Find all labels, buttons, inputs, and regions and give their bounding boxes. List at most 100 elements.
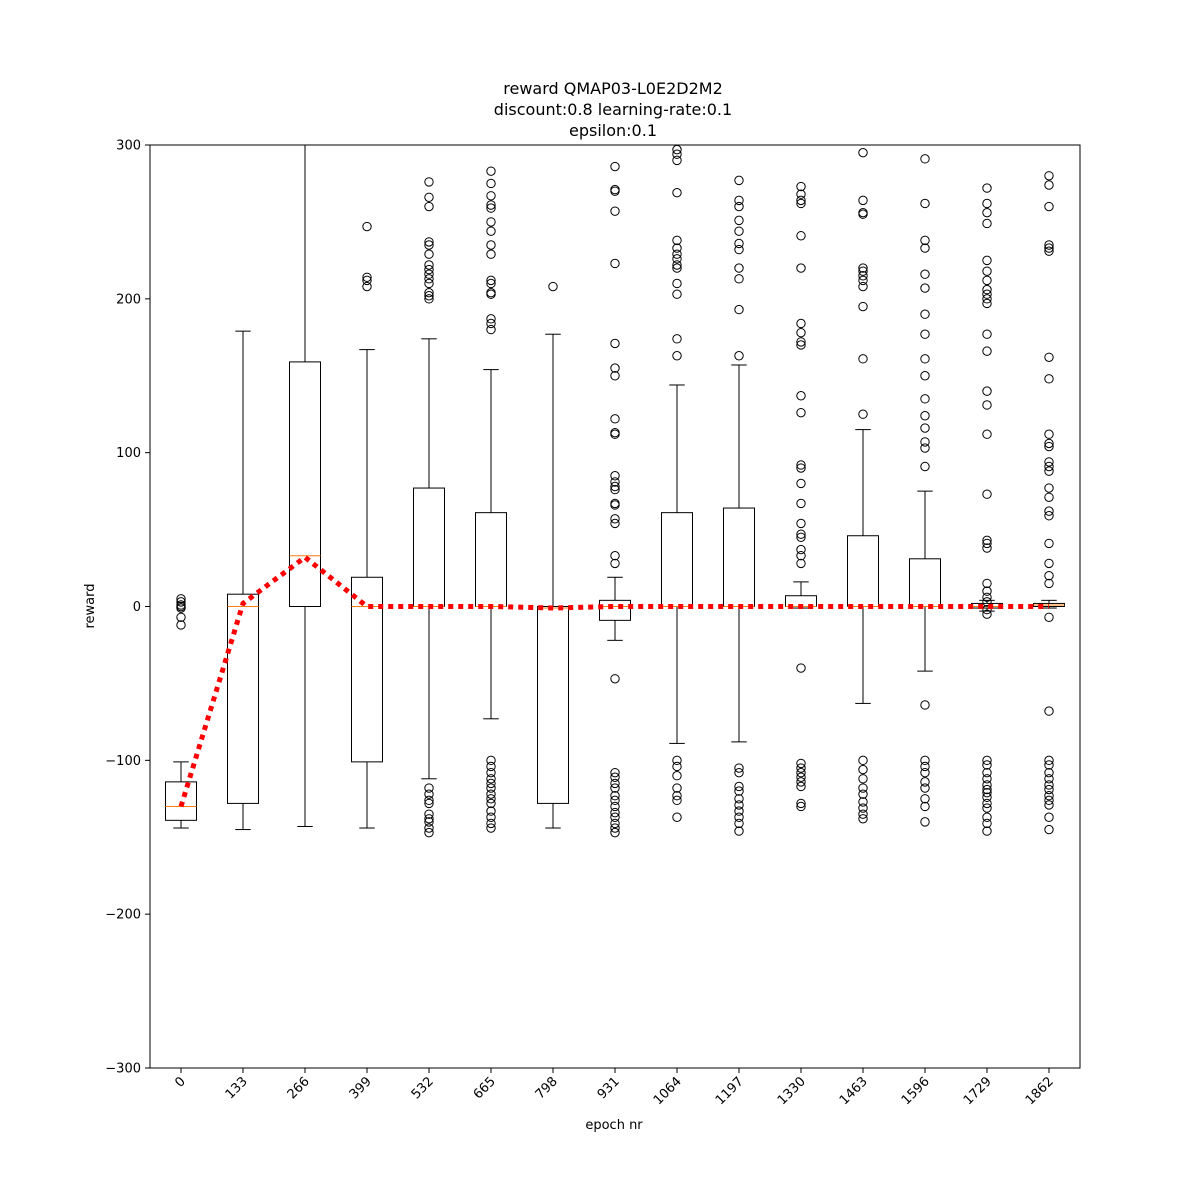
outlier-point bbox=[982, 784, 992, 795]
outlier-point bbox=[796, 529, 806, 539]
box-group bbox=[599, 161, 631, 838]
outlier-point bbox=[920, 309, 930, 319]
outlier-point bbox=[486, 166, 496, 176]
outlier-point bbox=[858, 281, 868, 292]
outlier-point bbox=[734, 201, 744, 212]
box-group bbox=[413, 177, 445, 838]
box-group bbox=[351, 221, 383, 829]
outlier-point bbox=[796, 767, 806, 778]
y-tick-label: 100 bbox=[116, 446, 141, 461]
outlier-point bbox=[858, 797, 868, 807]
outlier-point bbox=[796, 231, 806, 241]
outlier-point bbox=[858, 809, 868, 819]
outlier-point bbox=[796, 801, 806, 812]
outlier-point bbox=[486, 823, 496, 833]
outlier-point bbox=[982, 760, 992, 770]
outlier-point bbox=[1044, 438, 1054, 449]
outlier-point bbox=[796, 518, 806, 529]
outlier-point bbox=[858, 755, 868, 766]
outlier-point bbox=[424, 240, 434, 250]
chart-title-line-2: discount:0.8 learning-rate:0.1 bbox=[494, 100, 732, 119]
outlier-point bbox=[610, 484, 620, 495]
outlier-point bbox=[424, 237, 434, 247]
outlier-point bbox=[920, 198, 930, 209]
outlier-point bbox=[982, 183, 992, 193]
outlier-point bbox=[796, 263, 806, 273]
outlier-point bbox=[982, 812, 992, 822]
outlier-point bbox=[1044, 506, 1054, 516]
outlier-point bbox=[610, 674, 620, 684]
outlier-point bbox=[1044, 461, 1054, 472]
outlier-point bbox=[672, 795, 682, 806]
outlier-point bbox=[920, 354, 930, 364]
outlier-point bbox=[424, 264, 434, 275]
y-axis-label: reward bbox=[83, 583, 98, 628]
outlier-point bbox=[1044, 201, 1054, 212]
outlier-point bbox=[176, 612, 186, 622]
outlier-point bbox=[982, 604, 992, 615]
outlier-point bbox=[1044, 171, 1054, 181]
y-tick-label: −200 bbox=[105, 908, 141, 923]
outlier-point bbox=[610, 477, 620, 487]
outlier-point bbox=[672, 289, 682, 299]
outlier-point bbox=[982, 429, 992, 439]
outlier-point bbox=[920, 755, 930, 766]
outlier-point bbox=[610, 514, 620, 524]
outlier-point bbox=[920, 801, 930, 812]
outlier-point bbox=[424, 827, 434, 838]
outlier-point bbox=[982, 826, 992, 836]
outlier-point bbox=[610, 429, 620, 439]
outlier-point bbox=[982, 767, 992, 778]
y-tick-label: 0 bbox=[133, 600, 141, 615]
outlier-point bbox=[424, 177, 434, 187]
outlier-point bbox=[672, 351, 682, 361]
outlier-point bbox=[424, 795, 434, 806]
outlier-point bbox=[610, 481, 620, 492]
outlier-point bbox=[362, 221, 372, 232]
outlier-point bbox=[1044, 774, 1054, 784]
box-group bbox=[909, 154, 941, 827]
outlier-point bbox=[424, 789, 434, 799]
outlier-point bbox=[1044, 571, 1054, 581]
outlier-point bbox=[982, 543, 992, 553]
outlier-point bbox=[1044, 780, 1054, 790]
outlier-point bbox=[610, 258, 620, 269]
outlier-point bbox=[424, 260, 434, 270]
outlier-point bbox=[362, 281, 372, 292]
box bbox=[227, 593, 259, 804]
outlier-point bbox=[796, 195, 806, 206]
outlier-point bbox=[610, 812, 620, 822]
outlier-point bbox=[1044, 706, 1054, 716]
outlier-point bbox=[1044, 466, 1054, 476]
outlier-point bbox=[920, 461, 930, 472]
outlier-point bbox=[1044, 246, 1054, 256]
outlier-point bbox=[982, 538, 992, 549]
outlier-point bbox=[982, 609, 992, 619]
outlier-point bbox=[734, 763, 744, 773]
outlier-point bbox=[982, 780, 992, 790]
outlier-point bbox=[424, 201, 434, 212]
outlier-point bbox=[796, 558, 806, 569]
y-tick-label: −100 bbox=[105, 754, 141, 769]
outlier-point bbox=[982, 207, 992, 218]
outlier-point bbox=[672, 149, 682, 159]
outlier-point bbox=[920, 329, 930, 339]
outlier-point bbox=[610, 518, 620, 529]
outlier-point bbox=[796, 189, 806, 199]
outlier-point bbox=[982, 755, 992, 766]
outlier-point bbox=[486, 755, 496, 766]
plot-area bbox=[165, 145, 1065, 838]
outlier-point bbox=[610, 186, 620, 196]
outlier-point bbox=[672, 155, 682, 166]
outlier-point bbox=[734, 175, 744, 186]
outlier-point bbox=[734, 826, 744, 836]
outlier-point bbox=[610, 206, 620, 216]
outlier-point bbox=[1044, 352, 1054, 362]
outlier-point bbox=[982, 329, 992, 339]
outlier-point bbox=[920, 371, 930, 381]
outlier-point bbox=[486, 278, 496, 289]
outlier-point bbox=[982, 578, 992, 589]
outlier-point bbox=[920, 817, 930, 827]
outlier-point bbox=[796, 318, 806, 329]
outlier-point bbox=[486, 774, 496, 784]
